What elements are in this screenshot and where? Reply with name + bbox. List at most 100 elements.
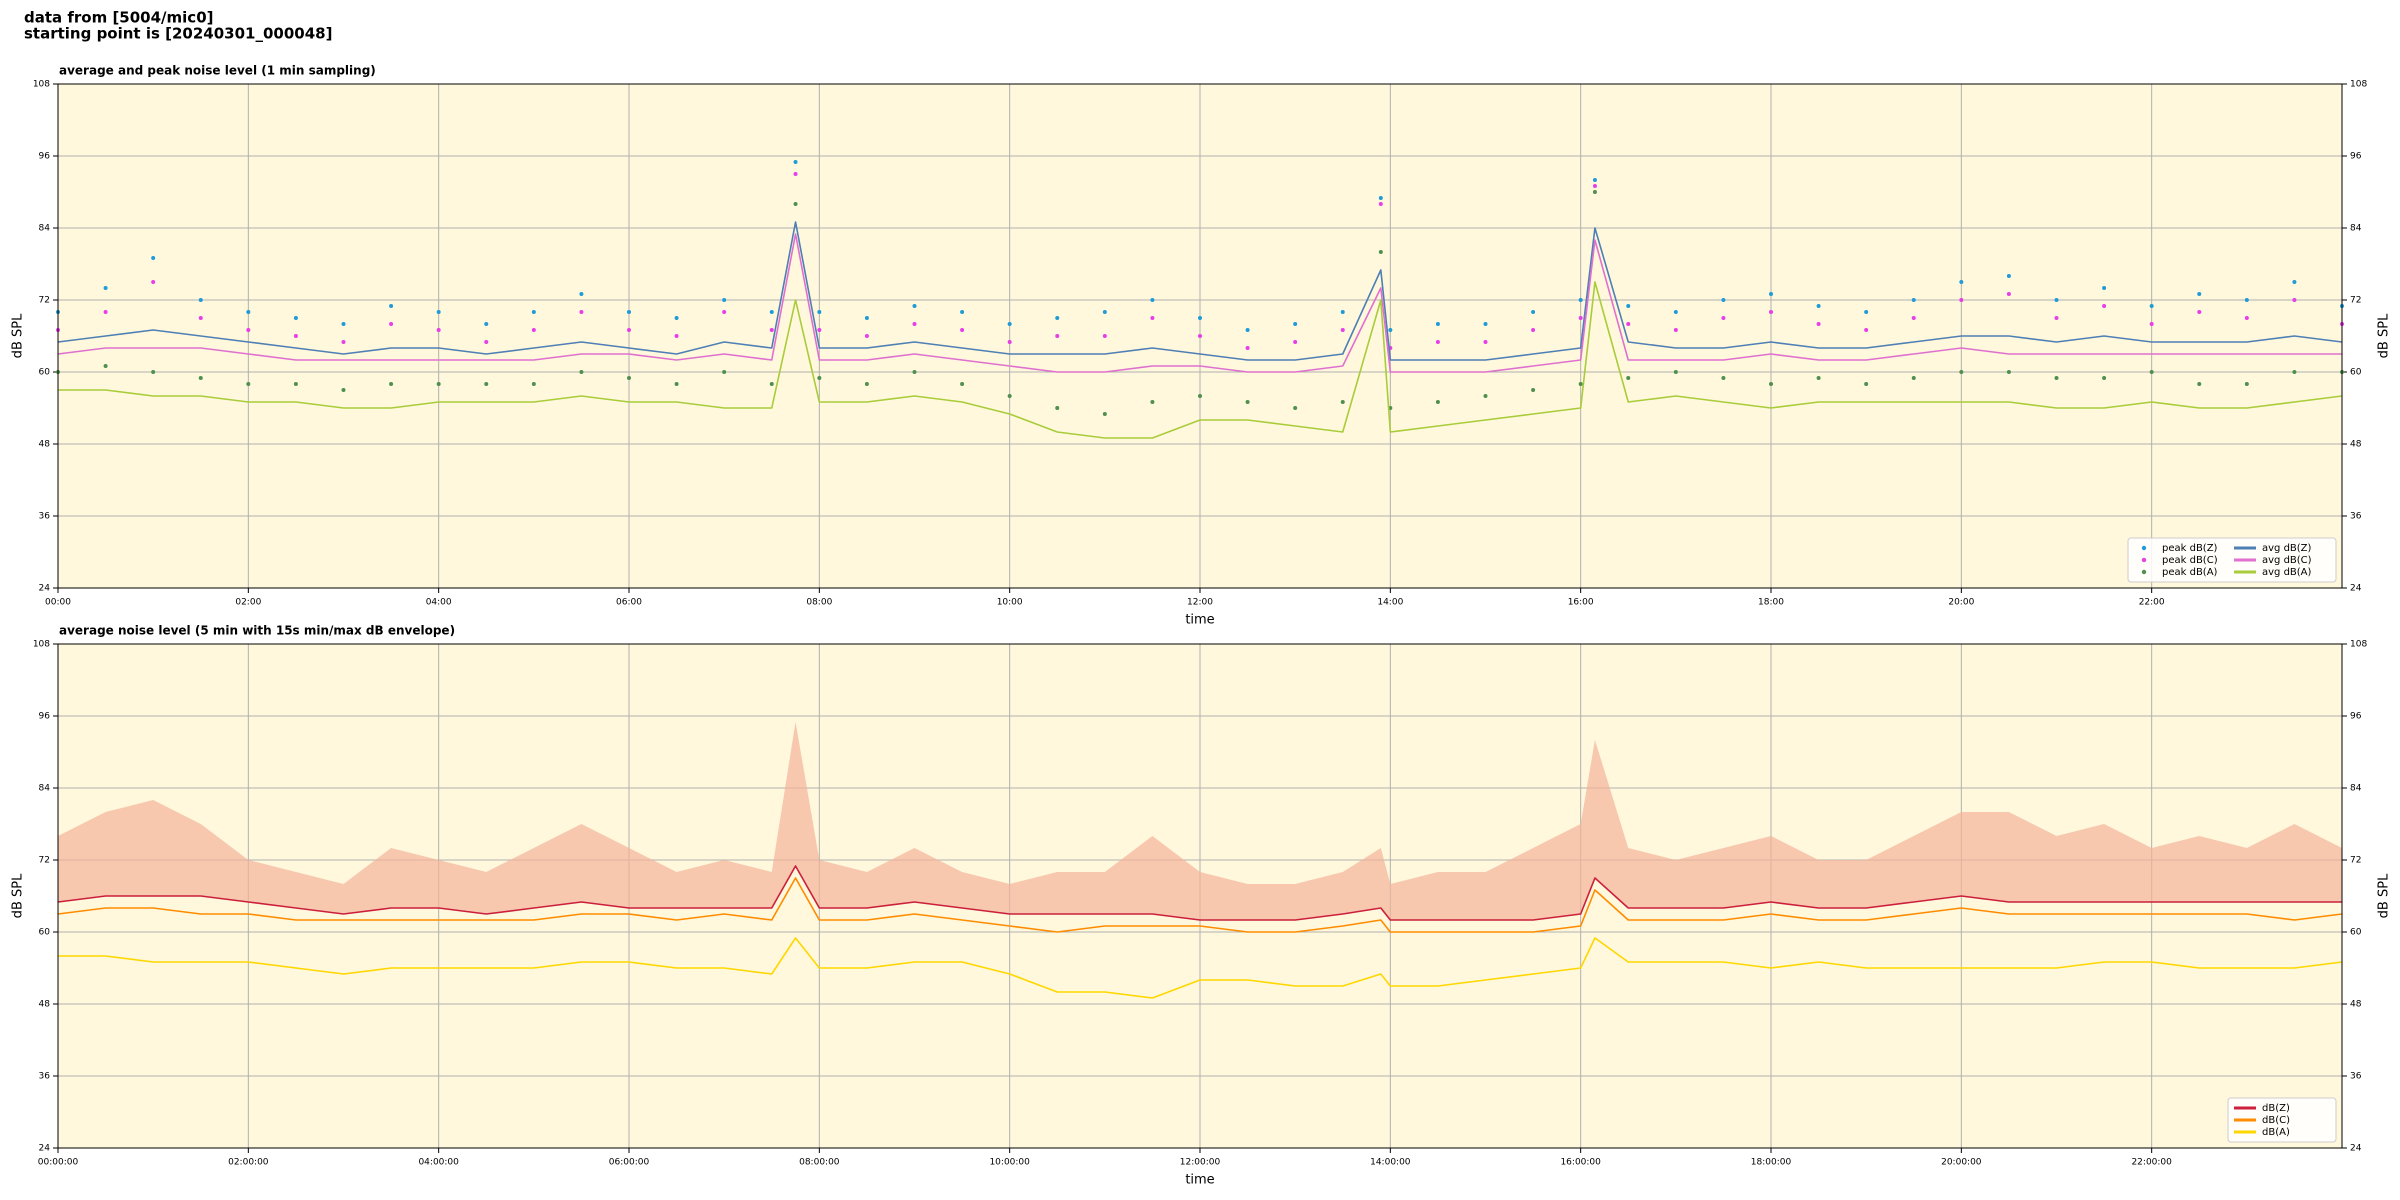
y-tick-label: 60 xyxy=(2350,368,2362,378)
peak-point xyxy=(627,376,631,380)
peak-point xyxy=(2292,298,2297,302)
x-tick-label: 14:00 xyxy=(1377,598,1403,608)
peak-point xyxy=(2292,280,2297,284)
peak-point xyxy=(960,328,965,332)
peak-point xyxy=(436,328,441,332)
legend-label: avg dB(C) xyxy=(2262,555,2312,566)
y-tick-label: 108 xyxy=(33,80,50,90)
peak-point xyxy=(1150,316,1155,320)
chart-title: average and peak noise level (1 min samp… xyxy=(59,64,376,78)
peak-point xyxy=(293,334,298,338)
peak-point xyxy=(1721,298,1726,302)
y-tick-label: 48 xyxy=(2350,1000,2362,1010)
legend-label: avg dB(A) xyxy=(2262,567,2312,578)
peak-point xyxy=(1055,334,1060,338)
peak-point xyxy=(151,280,156,284)
peak-point xyxy=(769,310,774,314)
peak-point xyxy=(722,298,727,302)
y-axis-label: dB SPL xyxy=(2377,313,2392,358)
peak-point xyxy=(436,382,441,386)
peak-point xyxy=(1435,322,1440,326)
peak-point xyxy=(1673,328,1678,332)
peak-point xyxy=(1911,316,1916,320)
y-tick-label: 24 xyxy=(39,1144,51,1154)
peak-point xyxy=(1673,370,1678,374)
peak-point xyxy=(2102,376,2107,380)
x-axis-label: time xyxy=(1185,1173,1214,1188)
peak-point xyxy=(1721,376,1726,380)
x-tick-label: 12:00 xyxy=(1187,598,1213,608)
peak-point xyxy=(912,322,917,326)
x-tick-label: 08:00:00 xyxy=(799,1158,840,1168)
y-axis-label: dB SPL xyxy=(2377,873,2392,918)
peak-point xyxy=(579,370,584,374)
peak-point xyxy=(1483,394,1488,398)
x-tick-label: 22:00:00 xyxy=(2131,1158,2172,1168)
peak-point xyxy=(2054,316,2059,320)
y-tick-label: 48 xyxy=(39,440,51,450)
peak-point xyxy=(484,382,489,386)
legend-label: peak dB(A) xyxy=(2162,567,2218,578)
peak-point xyxy=(1592,178,1597,182)
peak-point xyxy=(1102,412,1107,416)
y-tick-label: 96 xyxy=(2350,712,2362,722)
peak-point xyxy=(1816,376,1821,380)
x-tick-label: 04:00 xyxy=(426,598,452,608)
peak-point xyxy=(1592,184,1597,188)
peak-point xyxy=(1673,310,1678,314)
y-tick-label: 48 xyxy=(39,1000,51,1010)
peak-point xyxy=(1959,370,1964,374)
legend-marker xyxy=(2141,569,2147,575)
y-tick-label: 108 xyxy=(2350,80,2367,90)
y-tick-label: 108 xyxy=(2350,640,2367,650)
y-tick-label: 96 xyxy=(39,712,51,722)
peak-point xyxy=(198,298,203,302)
peak-point xyxy=(793,202,798,206)
peak-point xyxy=(817,328,822,332)
peak-point xyxy=(531,310,536,314)
peak-point xyxy=(769,382,774,386)
envelope xyxy=(58,722,2342,920)
peak-point xyxy=(2244,382,2249,386)
peak-point xyxy=(1340,400,1345,404)
peak-point xyxy=(1531,310,1536,314)
peak-point xyxy=(1578,298,1583,302)
peak-point xyxy=(1592,190,1597,194)
y-tick-label: 84 xyxy=(39,784,51,794)
y-tick-label: 48 xyxy=(2350,440,2362,450)
peak-point xyxy=(2292,370,2297,374)
x-tick-label: 18:00:00 xyxy=(1751,1158,1792,1168)
peak-point xyxy=(817,310,822,314)
x-tick-label: 02:00 xyxy=(235,598,261,608)
peak-point xyxy=(1007,322,1012,326)
x-tick-label: 00:00 xyxy=(45,598,71,608)
y-tick-label: 60 xyxy=(2350,928,2362,938)
peak-point xyxy=(1816,304,1821,308)
peak-point xyxy=(627,328,631,332)
peak-point xyxy=(2054,376,2059,380)
peak-point xyxy=(2006,292,2011,296)
legend-label: dB(Z) xyxy=(2262,1103,2290,1114)
peak-point xyxy=(579,310,584,314)
peak-point xyxy=(1245,400,1250,404)
x-tick-label: 10:00 xyxy=(997,598,1023,608)
peak-point xyxy=(1531,328,1536,332)
peak-point xyxy=(1864,310,1869,314)
peak-point xyxy=(198,376,203,380)
x-tick-label: 18:00 xyxy=(1758,598,1784,608)
peak-point xyxy=(103,286,108,290)
peak-point xyxy=(1007,340,1012,344)
peak-point xyxy=(864,334,869,338)
peak-point xyxy=(1864,382,1869,386)
peak-point xyxy=(1293,322,1298,326)
y-tick-label: 72 xyxy=(2350,296,2361,306)
peak-point xyxy=(1483,340,1488,344)
peak-point xyxy=(293,316,298,320)
y-tick-label: 108 xyxy=(33,640,50,650)
x-tick-label: 06:00 xyxy=(616,598,642,608)
y-tick-label: 36 xyxy=(39,1072,51,1082)
series-line xyxy=(58,937,2343,999)
peak-point xyxy=(1150,400,1155,404)
peak-point xyxy=(674,334,679,338)
legend-box xyxy=(2127,537,2337,583)
